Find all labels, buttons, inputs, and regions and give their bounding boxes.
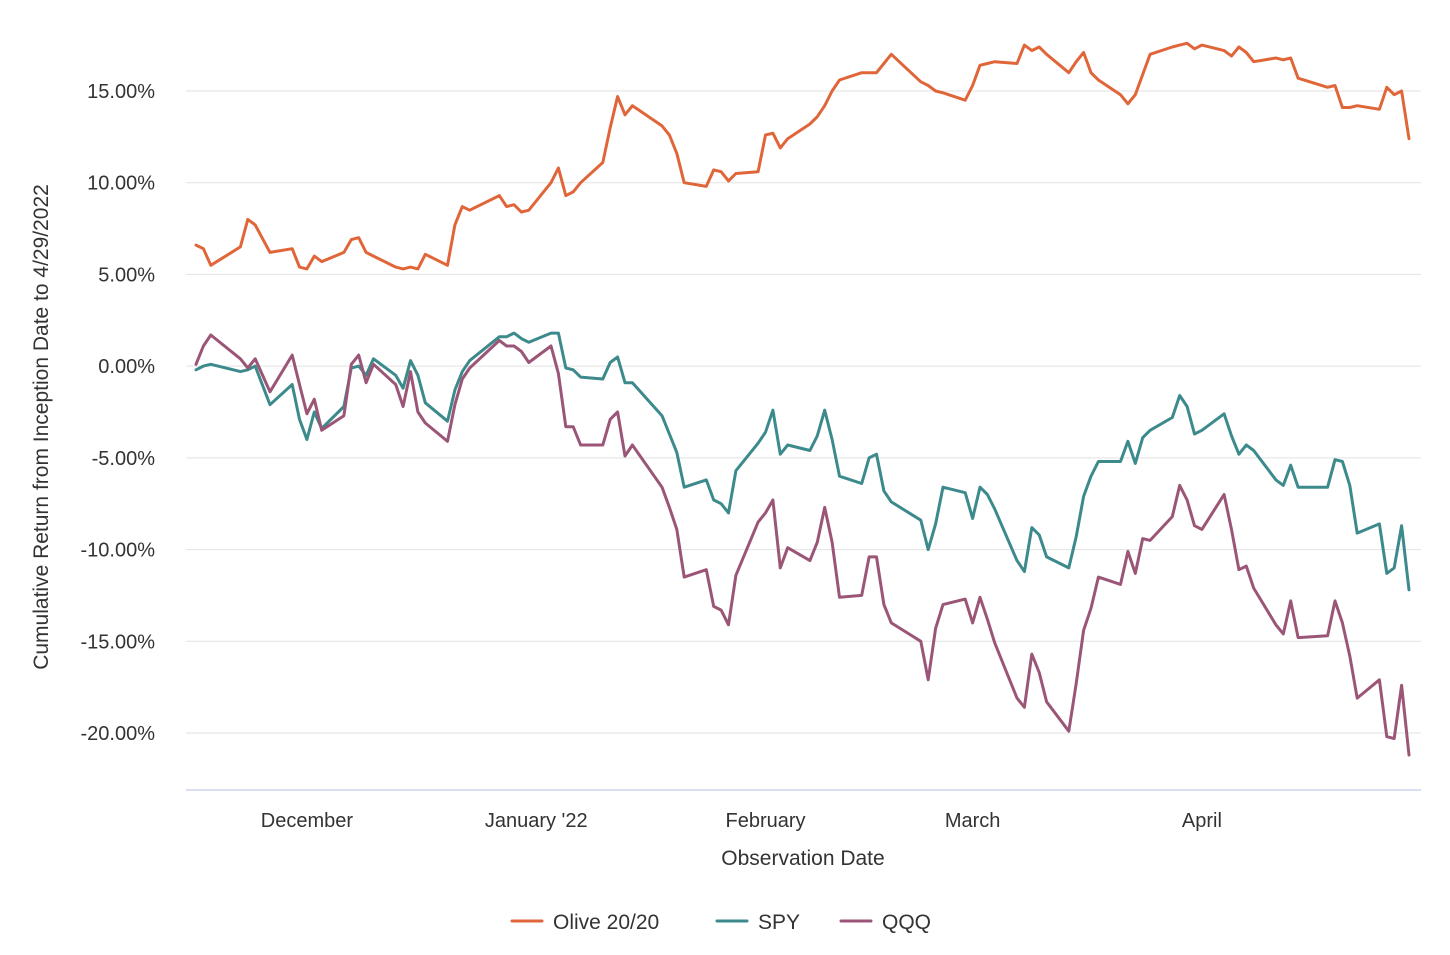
y-tick-label: -15.00% [81, 631, 156, 653]
series-lines [194, 41, 1411, 757]
legend-item[interactable]: Olive 20/20 [510, 911, 659, 934]
legend-label: SPY [758, 911, 800, 934]
legend-label: QQQ [882, 911, 931, 934]
y-tick-label: -5.00% [92, 448, 156, 470]
gridlines [186, 90, 1421, 734]
series-line-olive-20-20 [194, 41, 1411, 271]
y-tick-label: 0.00% [98, 356, 155, 378]
legend-item[interactable]: SPY [715, 911, 800, 934]
x-tick-label: February [726, 810, 806, 832]
x-tick-label: December [261, 810, 354, 832]
y-tick-label: 5.00% [98, 264, 155, 286]
x-tick-label: January '22 [485, 810, 588, 832]
y-axis-title: Cumulative Return from Inception Date to… [30, 184, 53, 670]
series-line-spy [194, 331, 1411, 592]
y-tick-label: -20.00% [81, 723, 156, 745]
x-tick-label: March [945, 810, 1001, 832]
x-axis-ticks: December January '22 February March April [261, 810, 1222, 832]
y-tick-label: 15.00% [87, 81, 155, 103]
y-tick-label: 10.00% [87, 173, 155, 195]
x-tick-label: April [1182, 810, 1222, 832]
x-axis-title: Observation Date [721, 847, 884, 870]
legend-item[interactable]: QQQ [839, 911, 931, 934]
series-line-qqq [194, 333, 1411, 757]
legend-label: Olive 20/20 [553, 911, 659, 934]
legend: Olive 20/20 SPY QQQ [510, 911, 931, 934]
y-tick-label: -10.00% [81, 540, 156, 562]
y-axis-ticks: 15.00% 10.00% 5.00% 0.00% -5.00% -10.00% -15.0… [81, 81, 156, 745]
